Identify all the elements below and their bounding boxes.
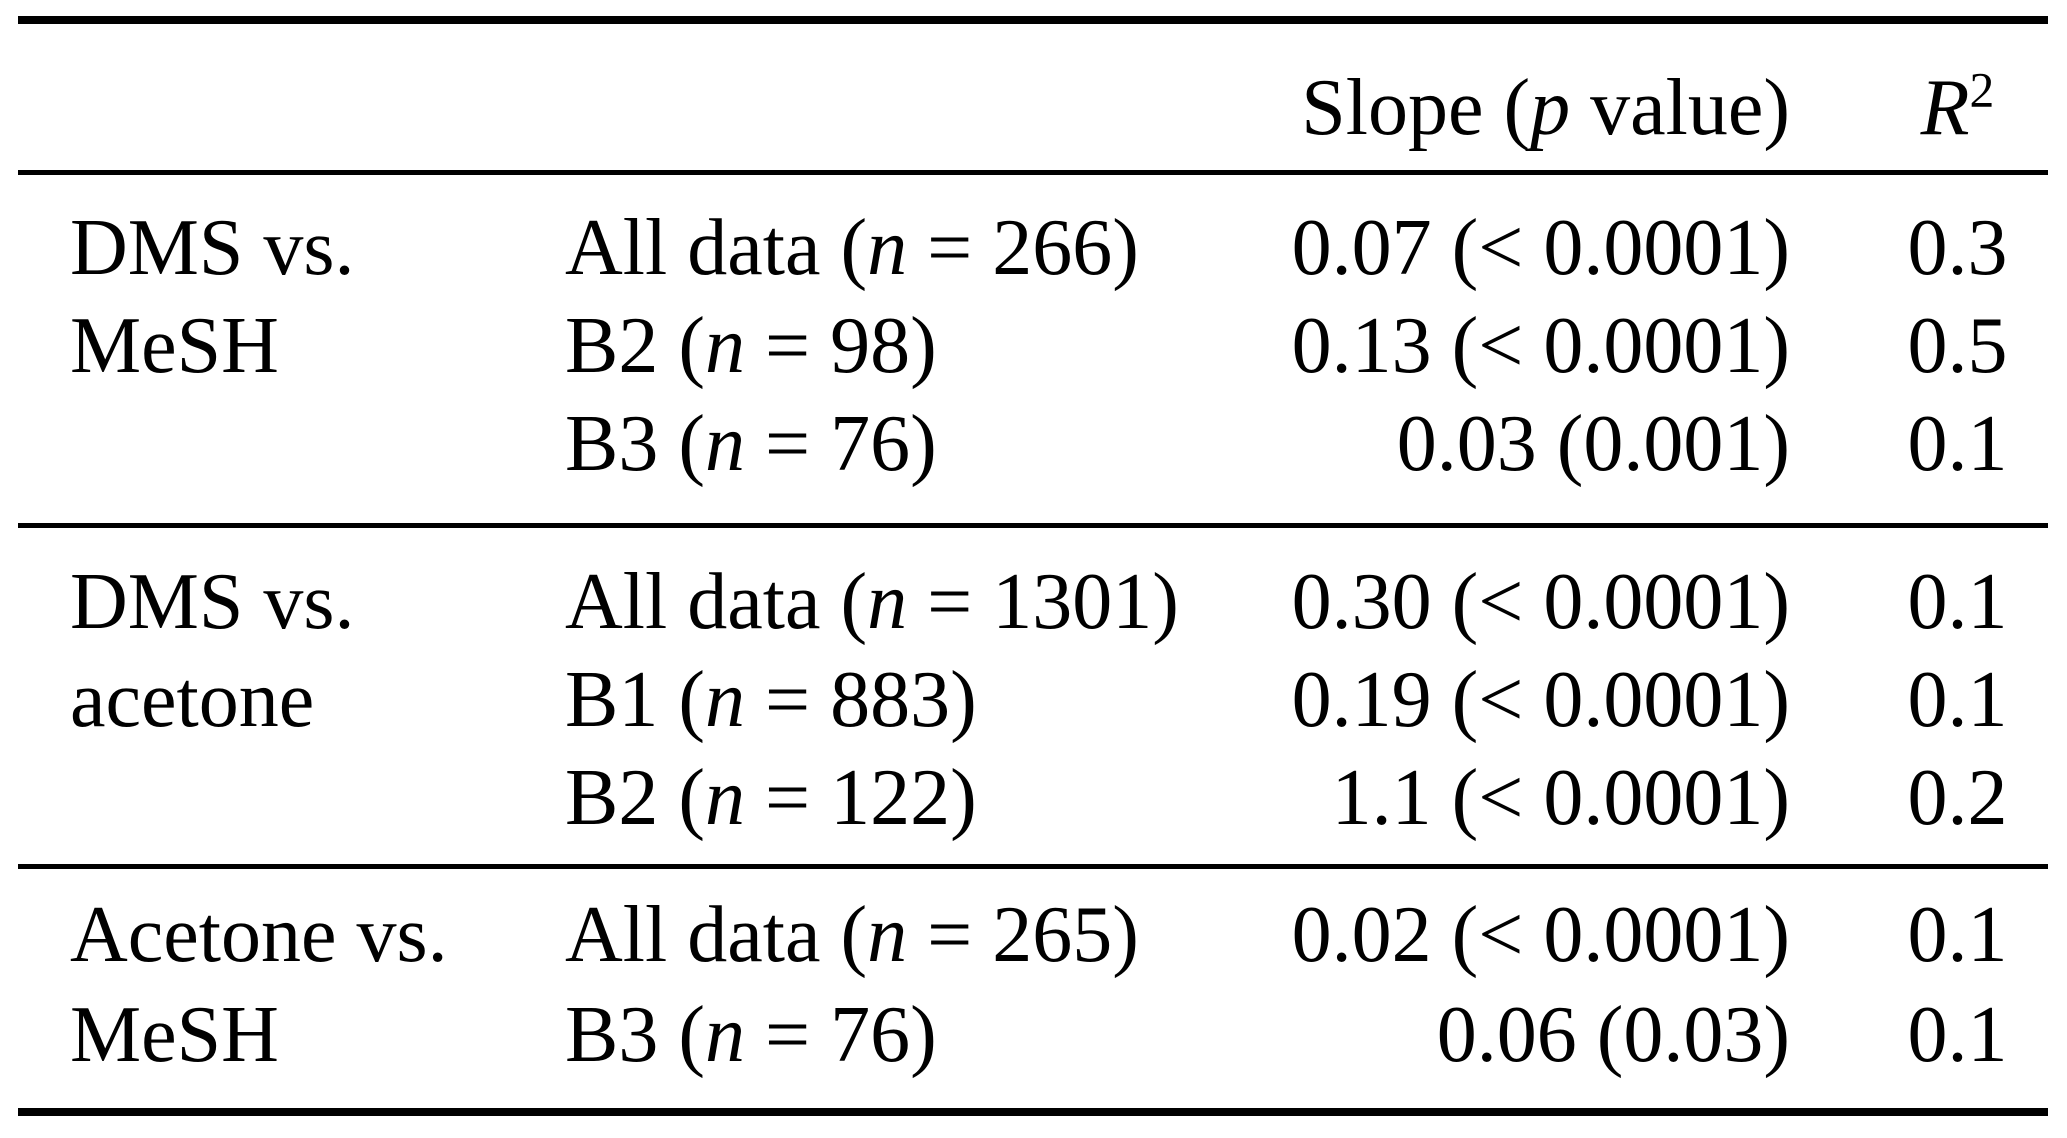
table-row: Acetone vs. All data (n = 265) 0.02 (< 0…: [0, 885, 2067, 985]
table-rule-group-2-3: [18, 864, 2048, 869]
r2-cell: 0.3: [1907, 204, 2008, 292]
table-row: MeSH B2 (n = 98) 0.13 (< 0.0001) 0.5: [0, 296, 2067, 396]
column-header-slope: Slope (p value): [1301, 64, 1790, 152]
r2-cell: 0.2: [1907, 754, 2008, 842]
table-rule-bottom: [18, 1108, 2048, 1116]
sample-cell: B3 (n = 76): [565, 400, 937, 488]
comparison-cell: acetone: [70, 656, 315, 744]
table-row: B3 (n = 76) 0.03 (0.001) 0.1: [0, 394, 2067, 494]
sample-cell: All data (n = 266): [565, 204, 1139, 292]
table-row: DMS vs. All data (n = 266) 0.07 (< 0.000…: [0, 198, 2067, 298]
r2-cell: 0.5: [1907, 302, 2008, 390]
comparison-cell: MeSH: [70, 991, 279, 1079]
column-header-r2: R2: [1920, 62, 1995, 152]
slope-cell: 0.06 (0.03): [1436, 991, 1790, 1079]
sample-cell: B2 (n = 98): [565, 302, 937, 390]
header-row: Slope (p value) R2: [0, 58, 2067, 158]
slope-cell: 0.02 (< 0.0001): [1291, 891, 1790, 979]
r2-cell: 0.1: [1907, 656, 2008, 744]
r2-cell: 0.1: [1907, 558, 2008, 646]
sample-cell: B3 (n = 76): [565, 991, 937, 1079]
slope-cell: 0.30 (< 0.0001): [1291, 558, 1790, 646]
slope-cell: 0.13 (< 0.0001): [1291, 302, 1790, 390]
sample-cell: B1 (n = 883): [565, 656, 977, 744]
table-rule-top: [18, 16, 2048, 24]
sample-cell: All data (n = 1301): [565, 558, 1179, 646]
slope-cell: 1.1 (< 0.0001): [1331, 754, 1790, 842]
comparison-cell: Acetone vs.: [70, 891, 448, 979]
slope-cell: 0.03 (0.001): [1396, 400, 1790, 488]
comparison-cell: DMS vs.: [70, 558, 355, 646]
table-row: MeSH B3 (n = 76) 0.06 (0.03) 0.1: [0, 985, 2067, 1085]
r2-cell: 0.1: [1907, 891, 2008, 979]
r2-cell: 0.1: [1907, 400, 2008, 488]
r2-cell: 0.1: [1907, 991, 2008, 1079]
slope-cell: 0.07 (< 0.0001): [1291, 204, 1790, 292]
table-row: DMS vs. All data (n = 1301) 0.30 (< 0.00…: [0, 552, 2067, 652]
table-rule-below-header: [18, 170, 2048, 175]
sample-cell: B2 (n = 122): [565, 754, 977, 842]
table-row: B2 (n = 122) 1.1 (< 0.0001) 0.2: [0, 748, 2067, 848]
slope-cell: 0.19 (< 0.0001): [1291, 656, 1790, 744]
comparison-cell: DMS vs.: [70, 204, 355, 292]
sample-cell: All data (n = 265): [565, 891, 1139, 979]
table-row: acetone B1 (n = 883) 0.19 (< 0.0001) 0.1: [0, 650, 2067, 750]
comparison-cell: MeSH: [70, 302, 279, 390]
table-rule-group-1-2: [18, 523, 2048, 528]
